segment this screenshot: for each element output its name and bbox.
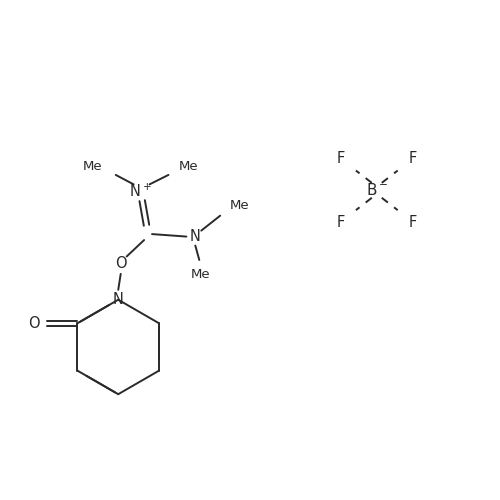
Text: N: N [190, 229, 200, 244]
Text: O: O [115, 256, 126, 272]
Text: Me: Me [178, 160, 198, 173]
Text: O: O [28, 316, 40, 331]
Text: N$^+$: N$^+$ [130, 183, 152, 200]
Text: F: F [408, 151, 416, 166]
Text: Me: Me [190, 268, 210, 281]
Text: N: N [113, 292, 124, 307]
Text: F: F [337, 151, 345, 166]
Text: F: F [408, 214, 416, 230]
Text: B$^-$: B$^-$ [366, 182, 388, 198]
Text: F: F [337, 214, 345, 230]
Text: Me: Me [83, 160, 102, 173]
Text: Me: Me [230, 199, 250, 212]
